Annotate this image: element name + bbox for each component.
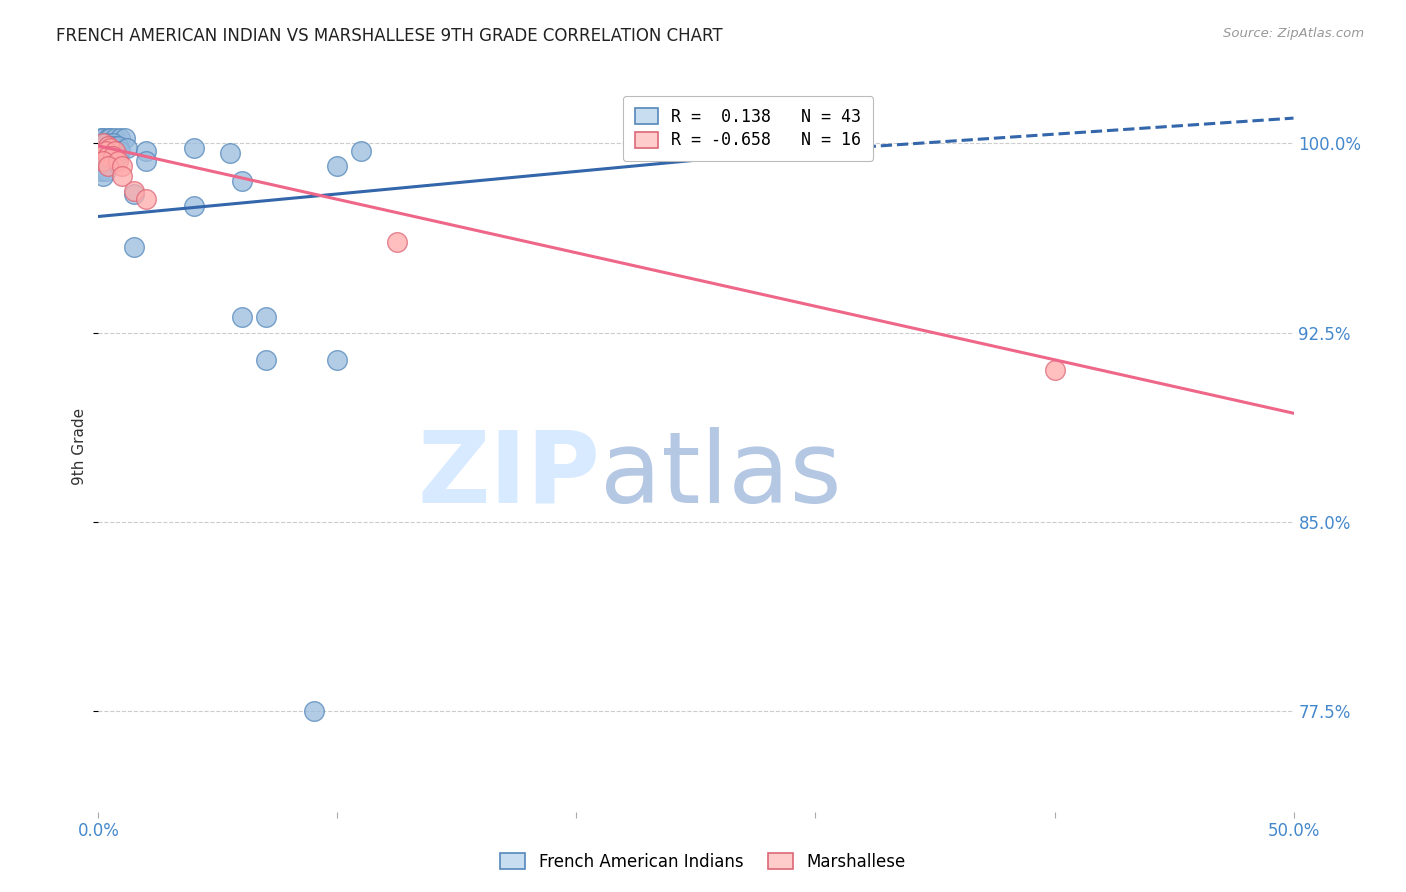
Point [104, 144, 127, 158]
Point [326, 353, 349, 368]
Legend: French American Indians, Marshallese: French American Indians, Marshallese [492, 845, 914, 880]
Text: ZIP: ZIP [418, 426, 600, 524]
Point [231, 174, 253, 188]
Point [124, 184, 146, 198]
Point [108, 131, 131, 145]
Point [101, 139, 124, 153]
Point [101, 149, 124, 163]
Point [98, 144, 122, 158]
Point [97, 139, 120, 153]
Point [94, 144, 117, 158]
Point [115, 141, 138, 155]
Point [135, 192, 157, 206]
Point [302, 704, 325, 718]
Point [135, 144, 157, 158]
Point [91, 169, 114, 183]
Point [108, 144, 131, 158]
Point [91, 136, 114, 151]
Point [94, 153, 117, 168]
Point [97, 131, 120, 145]
Point [104, 131, 127, 145]
Point [97, 159, 120, 173]
Point [111, 159, 134, 173]
Point [98, 141, 122, 155]
Point [98, 153, 122, 168]
Point [94, 164, 117, 178]
Point [183, 199, 205, 213]
Point [104, 144, 127, 158]
Point [94, 136, 117, 151]
Point [254, 310, 277, 325]
Point [107, 153, 129, 168]
Point [1043, 363, 1066, 377]
Point [101, 136, 124, 151]
Point [733, 131, 755, 145]
Point [90, 164, 112, 178]
Point [107, 139, 129, 153]
Point [97, 149, 120, 163]
Point [91, 153, 114, 168]
Point [135, 153, 157, 168]
Text: Source: ZipAtlas.com: Source: ZipAtlas.com [1223, 27, 1364, 40]
Point [326, 159, 349, 173]
Point [94, 144, 117, 158]
Point [231, 310, 253, 325]
Y-axis label: 9th Grade: 9th Grade [72, 408, 87, 484]
Point [104, 153, 127, 168]
Point [124, 186, 146, 201]
Point [219, 146, 242, 161]
Point [107, 149, 129, 163]
Point [124, 240, 146, 254]
Point [111, 169, 134, 183]
Point [91, 149, 114, 163]
Point [254, 353, 277, 368]
Point [91, 159, 114, 173]
Text: atlas: atlas [600, 426, 842, 524]
Point [97, 139, 120, 153]
Point [183, 141, 205, 155]
Point [90, 131, 112, 145]
Point [114, 131, 136, 145]
Legend: R =  0.138   N = 43, R = -0.658   N = 16: R = 0.138 N = 43, R = -0.658 N = 16 [623, 96, 873, 161]
Point [97, 159, 120, 173]
Text: FRENCH AMERICAN INDIAN VS MARSHALLESE 9TH GRADE CORRELATION CHART: FRENCH AMERICAN INDIAN VS MARSHALLESE 9T… [56, 27, 723, 45]
Point [91, 131, 114, 145]
Point [97, 149, 120, 163]
Point [101, 149, 124, 163]
Point [385, 235, 409, 249]
Point [98, 131, 122, 145]
Point [350, 144, 373, 158]
